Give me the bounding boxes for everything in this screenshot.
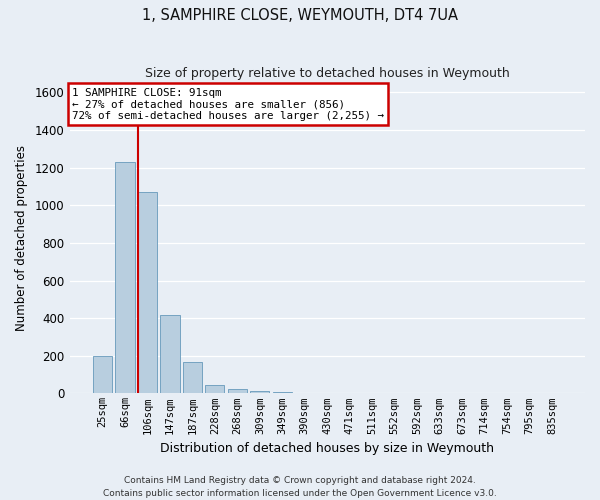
Y-axis label: Number of detached properties: Number of detached properties bbox=[15, 145, 28, 331]
Bar bbox=[183, 362, 202, 394]
Bar bbox=[93, 356, 112, 394]
Bar bbox=[228, 388, 247, 394]
Bar bbox=[205, 385, 224, 394]
X-axis label: Distribution of detached houses by size in Weymouth: Distribution of detached houses by size … bbox=[160, 442, 494, 455]
Bar bbox=[160, 316, 179, 394]
Bar bbox=[115, 162, 134, 394]
Bar bbox=[273, 392, 292, 394]
Bar bbox=[250, 390, 269, 394]
Text: Contains HM Land Registry data © Crown copyright and database right 2024.
Contai: Contains HM Land Registry data © Crown c… bbox=[103, 476, 497, 498]
Bar bbox=[138, 192, 157, 394]
Title: Size of property relative to detached houses in Weymouth: Size of property relative to detached ho… bbox=[145, 68, 509, 80]
Text: 1, SAMPHIRE CLOSE, WEYMOUTH, DT4 7UA: 1, SAMPHIRE CLOSE, WEYMOUTH, DT4 7UA bbox=[142, 8, 458, 22]
Text: 1 SAMPHIRE CLOSE: 91sqm
← 27% of detached houses are smaller (856)
72% of semi-d: 1 SAMPHIRE CLOSE: 91sqm ← 27% of detache… bbox=[72, 88, 384, 121]
